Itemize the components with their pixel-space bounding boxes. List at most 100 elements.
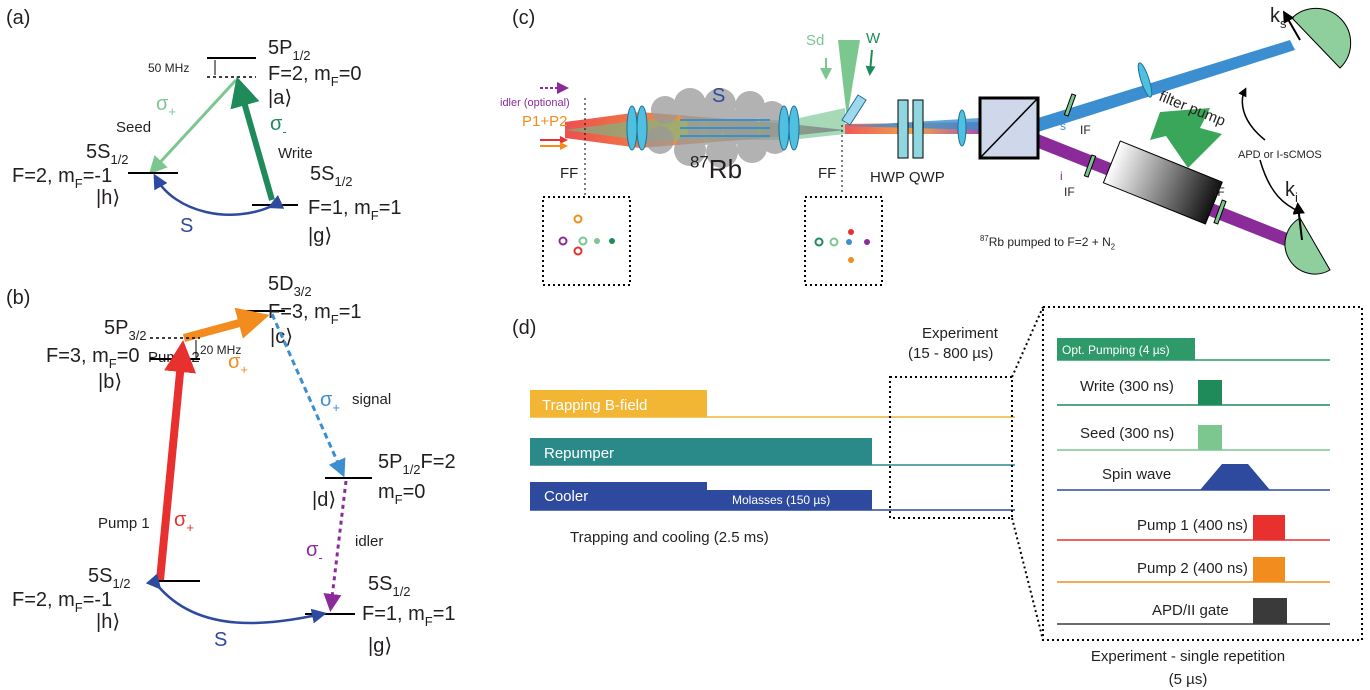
text-part: 5S [310,163,334,185]
subscript: 2 [1111,243,1115,252]
polarization: σ- [270,113,287,139]
zoom-caption: Experiment - single repetition [1091,648,1285,665]
pulse [1200,464,1270,490]
spin-wave-label: S [712,85,725,107]
filter-label: IF [1080,123,1091,137]
state-label: F=3, mF=0 [46,345,140,371]
k-label: ki [1285,179,1298,205]
filter-label: IF [1214,185,1225,199]
panel-label: (d) [512,317,536,339]
text-part: F=1, m [308,197,371,219]
subscript: - [318,550,322,565]
text-part: =1 [379,197,402,219]
text-part: F=2, m [268,63,331,85]
text-part: =0 [339,63,362,85]
text-part: 5S [88,565,112,587]
subscript: F [331,312,339,327]
pulse [1253,515,1285,540]
subscript: s [1280,16,1287,31]
subscript: F [331,74,339,89]
signal-label: s [1060,119,1066,133]
state-label: F=1, mF=1 [362,603,456,629]
panel-d: (d) Experiment (15 - 800 µs) Trapping B-… [512,307,1362,688]
level-label: 5S1/2 [86,141,129,167]
text-part: =0 [117,345,140,367]
zoom-line [1012,518,1043,640]
ket: |g⟩ [368,635,392,657]
half-wave-plate [898,100,908,158]
text-part: F=2 [421,451,456,473]
panel-b: (b) 5D3/2 F=3, mF=1 |c⟩ Pump 2 σ+ 20 MHz… [6,273,456,657]
panel-label: (b) [6,287,30,309]
seed-label: Seed [116,119,151,136]
subscript: + [332,400,340,415]
pulse [1198,425,1222,450]
level-label: 5P1/2 [268,37,311,63]
channel-label: APD/II gate [1152,602,1229,619]
write-arrow [870,50,872,72]
panel-label: (c) [512,7,535,29]
ket: |d⟩ [312,489,336,511]
subscript: F [425,614,433,629]
channel-label: Pump 1 (400 ns) [1137,517,1248,534]
text-part: 5P [268,37,292,59]
pump-input-label: P1+P2 [522,113,567,130]
subscript: 1/2 [334,174,352,189]
ket: |a⟩ [268,87,292,109]
text-part: m [378,481,395,503]
channel-label: Write (300 ns) [1080,378,1174,395]
polarization: σ+ [156,93,176,119]
detector-arrow [1242,90,1265,140]
subscript: F [395,492,403,507]
experiment-duration: (15 - 800 µs) [908,345,993,362]
waveplate-label: HWP QWP [870,169,945,186]
subscript: F [109,356,117,371]
level-label: 5P3/2 [104,317,147,343]
experiment-label: Experiment [922,325,999,342]
k-label: ks [1270,5,1287,31]
subscript: + [186,520,194,535]
far-field-label: FF [560,165,578,182]
level-label: 5D3/2 [268,273,312,299]
zoom-line [1012,307,1043,377]
state-label: mF=0 [378,481,425,507]
pump-label: Pump 2 [148,349,200,366]
subscript: 3/2 [128,328,146,343]
text-part: F=3, m [46,345,109,367]
channel-label: Cooler [544,488,588,505]
text-part: =1 [339,301,362,323]
text-part: σ [306,539,319,561]
idler-input-label: idler (optional) [500,97,570,109]
subscript: 3/2 [294,284,312,299]
pulse [1198,380,1222,405]
subscript: 1/2 [112,576,130,591]
phase-label: Trapping and cooling (2.5 ms) [570,529,769,546]
state-label: F=2, mF=0 [268,63,362,89]
channel-label: Seed (300 ns) [1080,425,1174,442]
detector [1292,8,1351,68]
subscript: F [371,208,379,223]
state-label: F=3, mF=1 [268,301,362,327]
subscript: 1/2 [292,48,310,63]
quarter-wave-plate [913,100,923,158]
text-part: =-1 [83,589,112,611]
idler-label: idler [355,533,383,550]
write-label: W [866,30,881,47]
text-part: σ [270,113,283,135]
subscript: F [75,176,83,191]
subscript: + [168,104,176,119]
detector-label: APD or I-sCMOS [1238,149,1322,161]
text-part: σ [320,389,333,411]
text-part: 5S [86,141,110,163]
signal-label: signal [352,391,391,408]
subscript: 1/2 [392,584,410,599]
pump-label: Pump 1 [98,515,150,532]
text-part: σ [156,93,169,115]
spin-wave-arrow [156,178,272,215]
text-part: F=1, m [362,603,425,625]
text-part: Rb pumped to F=2 + N [989,235,1111,249]
subscript: + [240,362,248,377]
detector [1285,218,1330,274]
zoom-duration: (5 µs) [1169,671,1208,688]
level-label: 5S1/2 [310,163,353,189]
